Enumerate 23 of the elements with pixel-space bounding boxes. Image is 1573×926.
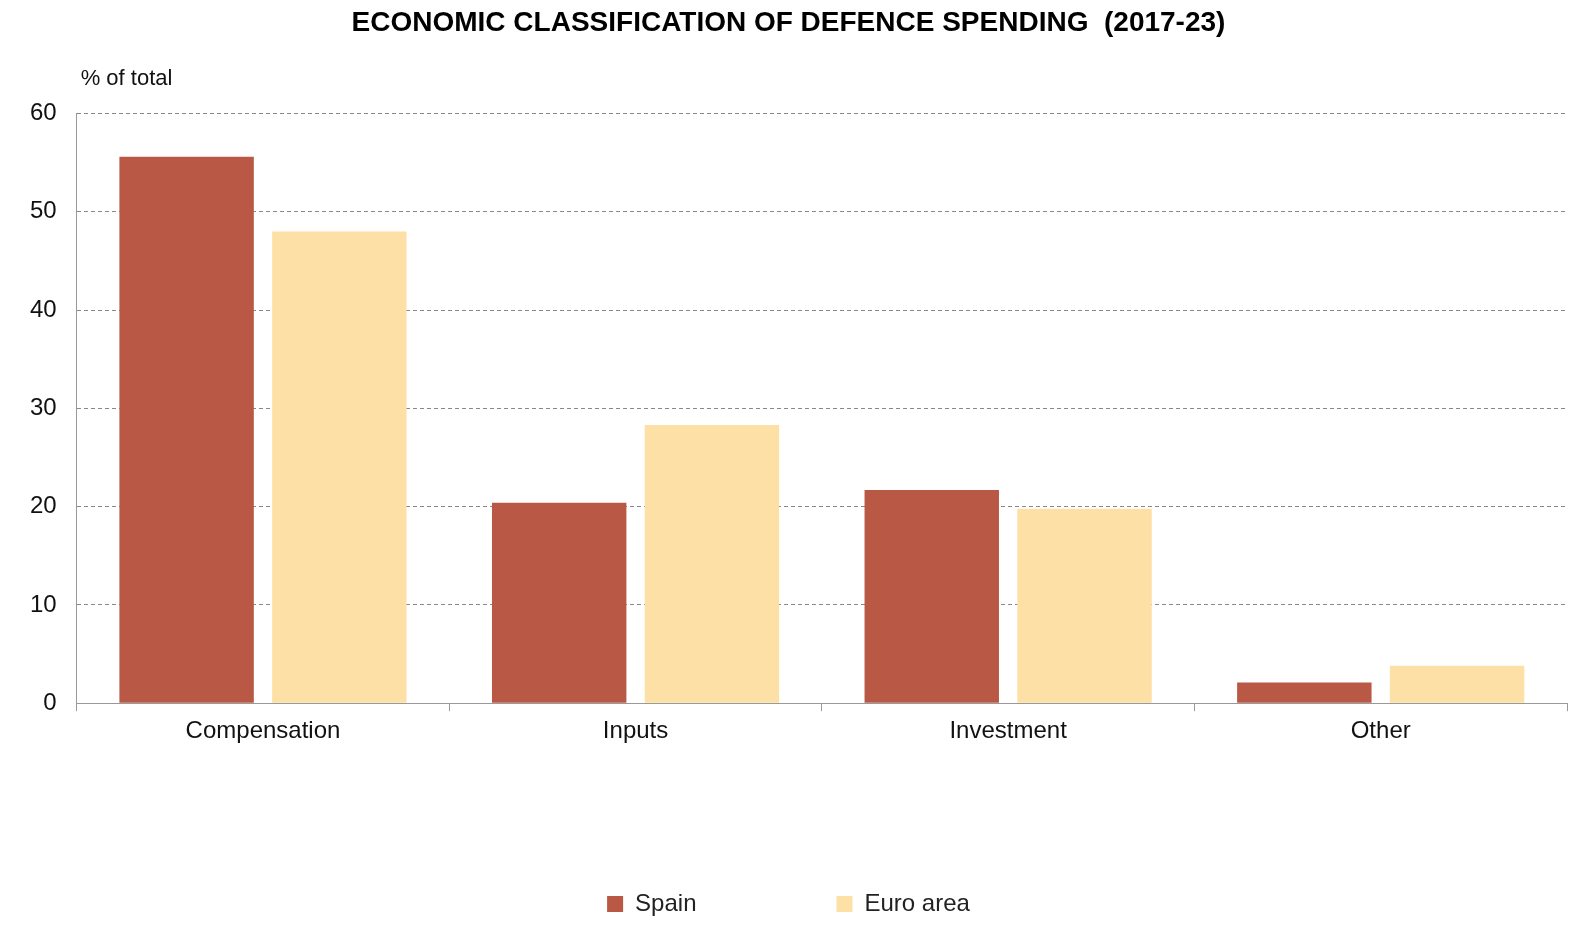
bar	[1389, 665, 1525, 703]
bar	[1237, 682, 1372, 703]
x-tick-label: Investment	[949, 716, 1068, 744]
bar	[644, 425, 780, 703]
x-tick-label: Inputs	[602, 716, 669, 744]
legend-label: Spain	[635, 888, 697, 916]
y-tick-label: 0	[43, 687, 57, 715]
bar	[864, 489, 999, 703]
bar	[491, 502, 627, 703]
bar	[272, 231, 407, 703]
y-tick-label: 30	[29, 393, 57, 421]
y-tick-label: 60	[29, 98, 57, 126]
legend-label: Euro area	[864, 888, 971, 916]
chart-title: ECONOMIC CLASSIFICATION OF DEFENCE SPENDING (2017-23)	[351, 5, 1226, 37]
x-tick-label: Other	[1350, 716, 1411, 744]
y-tick-label: 20	[29, 491, 57, 519]
y-tick-label: 10	[29, 589, 57, 617]
y-axis-title: % of total	[80, 64, 173, 90]
bar	[119, 156, 254, 703]
x-tick-label: Compensation	[185, 716, 341, 744]
y-tick-label: 50	[29, 196, 57, 224]
y-tick-label: 40	[29, 294, 57, 322]
bar	[1017, 508, 1152, 703]
